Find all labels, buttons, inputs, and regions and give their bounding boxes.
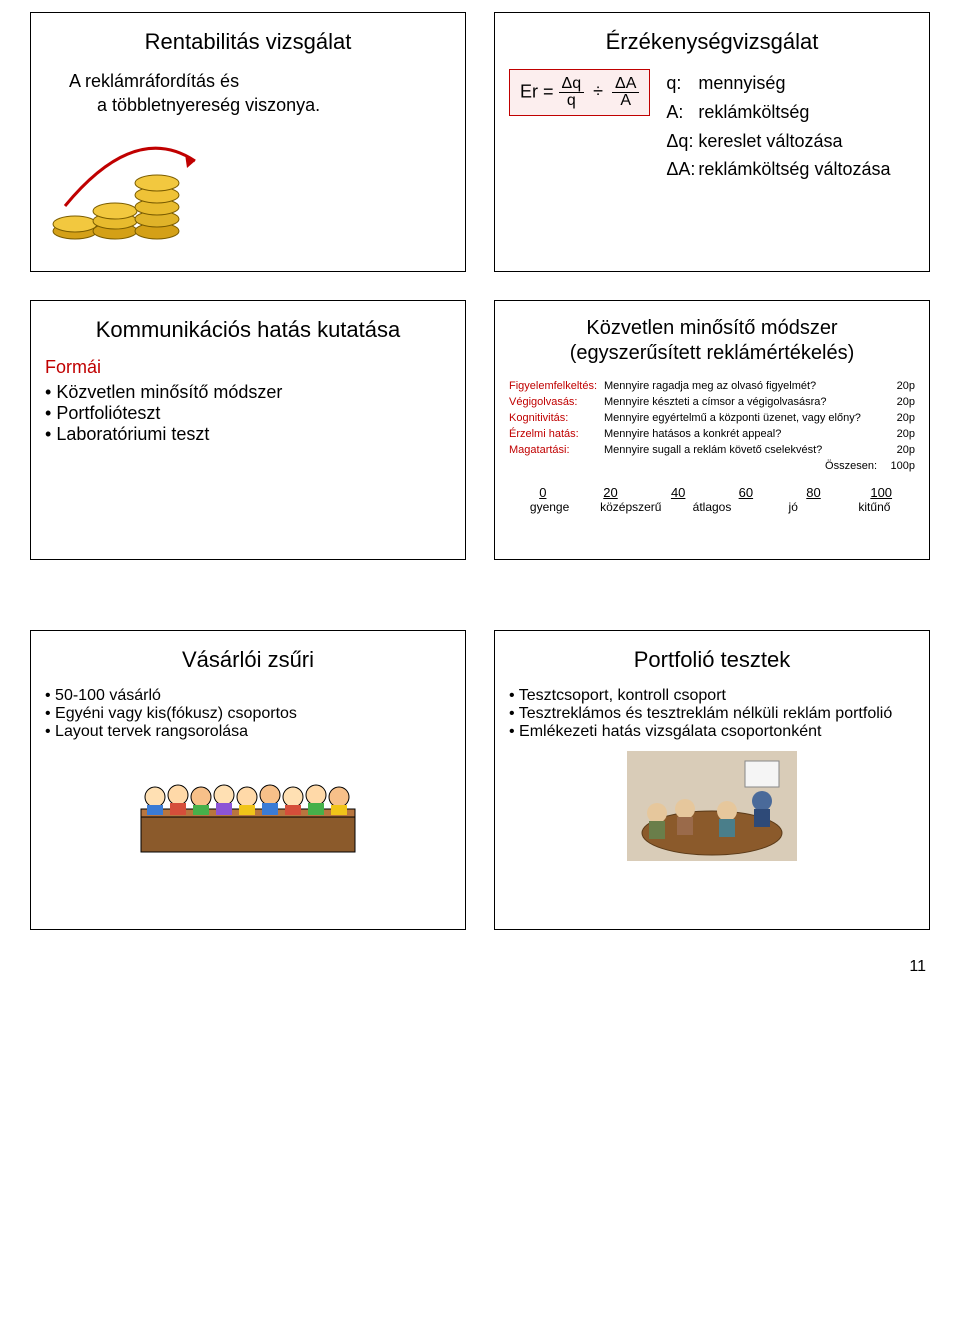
list-item: Közvetlen minősítő módszer [45, 382, 451, 403]
subhead: Formái [45, 357, 451, 378]
slide-kozvetlen-minosito: Közvetlen minősítő módszer (egyszerűsíte… [494, 300, 930, 560]
slide-title: Rentabilitás vizsgálat [45, 29, 451, 55]
definitions: q:mennyiség A:reklámköltség Δq:kereslet … [666, 69, 890, 184]
coins-icon [45, 136, 215, 246]
slide-rentabilitas: Rentabilitás vizsgálat A reklámráfordítá… [30, 12, 466, 272]
scale-numbers: 0 20 40 60 80 100 [509, 485, 915, 500]
slide-vasarloi-zsuri: Vásárlói zsűri 50-100 vásárló Egyéni vag… [30, 630, 466, 930]
def-row: Δq:kereslet változása [666, 127, 890, 156]
slide-portfolio-tesztek: Portfolió tesztek Tesztcsoport, kontroll… [494, 630, 930, 930]
slide-title: Vásárlói zsűri [45, 647, 451, 673]
list-item: Emlékezeti hatás vizsgálata csoportonkén… [509, 723, 915, 741]
page-number: 11 [30, 958, 930, 976]
criteria-row: Végigolvasás:Mennyire készteti a címsor … [509, 395, 915, 411]
list-item: Tesztreklámos és tesztreklám nélküli rek… [509, 705, 915, 723]
list-item: Portfolióteszt [45, 403, 451, 424]
bullet-list: 50-100 vásárló Egyéni vagy kis(fókusz) c… [45, 687, 451, 741]
list-item: Laboratóriumi teszt [45, 424, 451, 445]
slide-row-2: Kommunikációs hatás kutatása Formái Közv… [30, 300, 930, 560]
list-item: Egyéni vagy kis(fókusz) csoportos [45, 705, 451, 723]
divide-sign: ÷ [593, 81, 603, 101]
list-item: Layout tervek rangsorolása [45, 723, 451, 741]
slide-title: Érzékenységvizsgálat [509, 29, 915, 55]
slide-title: Portfolió tesztek [509, 647, 915, 673]
list-item: Tesztcsoport, kontroll csoport [509, 687, 915, 705]
formula-box: Er = Δq q ÷ ΔA A [509, 69, 650, 116]
slide-subtitle: (egyszerűsített reklámértékelés) [509, 342, 915, 365]
slide-row-3: Vásárlói zsűri 50-100 vásárló Egyéni vag… [30, 630, 930, 930]
def-row: q:mennyiség [666, 69, 890, 98]
text-line: a többletnyereség viszonya. [97, 93, 451, 117]
formula-prefix: Er = [520, 81, 554, 101]
bullet-list: Tesztcsoport, kontroll csoport Tesztrekl… [509, 687, 915, 741]
meeting-icon [627, 751, 797, 861]
criteria-total: Összesen:100p [509, 459, 915, 475]
slide-row-1: Rentabilitás vizsgálat A reklámráfordítá… [30, 12, 930, 272]
def-row: A:reklámköltség [666, 98, 890, 127]
fraction: Δq q [559, 76, 585, 109]
criteria-row: Érzelmi hatás:Mennyire hatásos a konkrét… [509, 427, 915, 443]
criteria-list: Figyelemfelkeltés:Mennyire ragadja meg a… [509, 379, 915, 475]
bullet-list: Közvetlen minősítő módszer Portfoliótesz… [45, 382, 451, 445]
criteria-row: Kognitivitás:Mennyire egyértelmű a közpo… [509, 411, 915, 427]
scale-labels: gyenge középszerű átlagos jó kitűnő [509, 500, 915, 514]
slide-title: Kommunikációs hatás kutatása [45, 317, 451, 343]
text-line: A reklámráfordítás és [69, 69, 451, 93]
criteria-row: Figyelemfelkeltés:Mennyire ragadja meg a… [509, 379, 915, 395]
rating-scale: 0 20 40 60 80 100 gyenge középszerű átla… [509, 485, 915, 514]
list-item: 50-100 vásárló [45, 687, 451, 705]
fraction: ΔA A [612, 76, 639, 109]
slide-erzekenyseg: Érzékenységvizsgálat Er = Δq q ÷ ΔA A q:… [494, 12, 930, 272]
def-row: ΔA:reklámköltség változása [666, 155, 890, 184]
jury-icon [133, 759, 363, 859]
slide-title: Közvetlen minősítő módszer [509, 317, 915, 340]
slide-kommunikacios: Kommunikációs hatás kutatása Formái Közv… [30, 300, 466, 560]
page: Rentabilitás vizsgálat A reklámráfordítá… [0, 0, 960, 1016]
criteria-row: Magatartási:Mennyire sugall a reklám köv… [509, 443, 915, 459]
